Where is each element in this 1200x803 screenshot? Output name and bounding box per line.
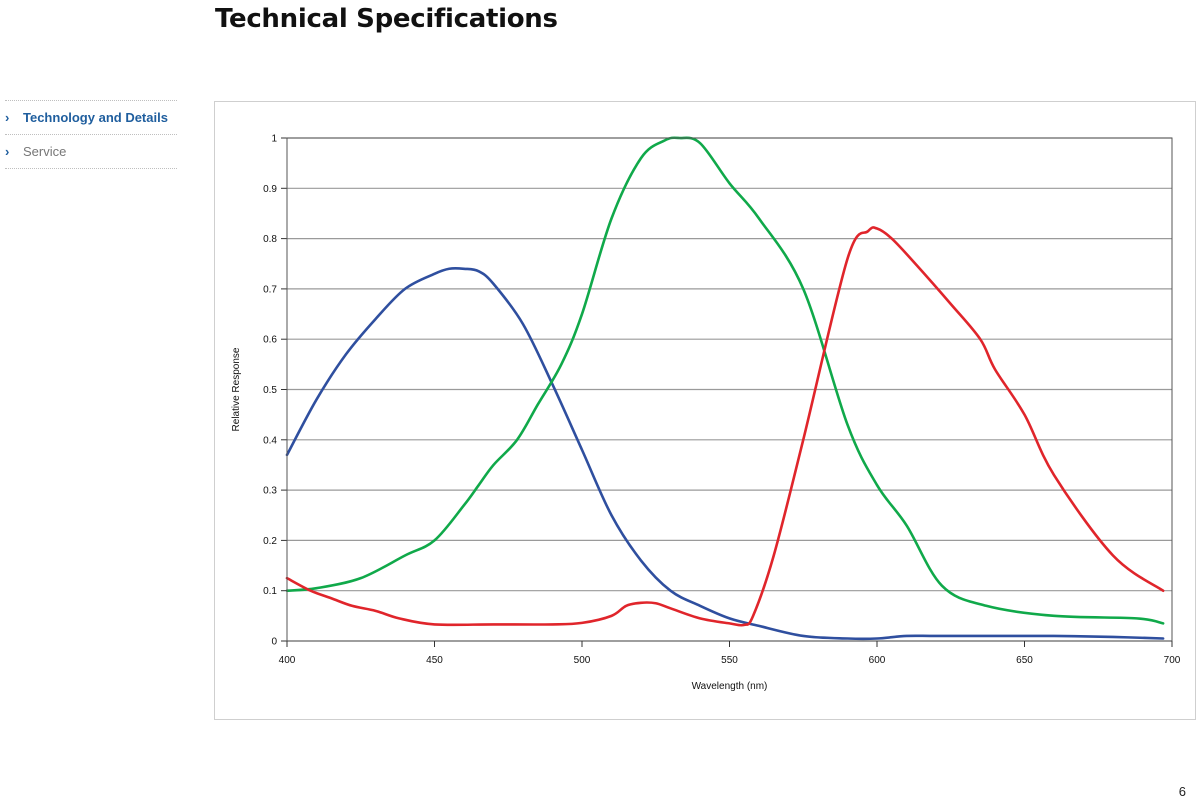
spectral-response-chart: 0 0.1 0.2 0.3 0.4 0.5 0.6 0.7 0.8 0.9 1 400 450 500 55… — [231, 134, 1181, 693]
x-tick-label: 700 — [1164, 655, 1181, 666]
y-tick-label: 0.8 — [263, 234, 277, 245]
sidebar-item-technology-and-details[interactable]: › Technology and Details — [5, 101, 177, 135]
sidebar-nav: › Technology and Details › Service — [5, 100, 177, 169]
x-tick-label: 450 — [426, 655, 443, 666]
x-tick-label: 400 — [279, 655, 296, 666]
sidebar-item-service[interactable]: › Service — [5, 135, 177, 169]
sidebar-item-label: Technology and Details — [23, 110, 168, 125]
y-tick-label: 0.7 — [263, 284, 277, 295]
y-tick-label: 0.5 — [263, 385, 277, 396]
x-tick-label: 650 — [1016, 655, 1033, 666]
x-tick-label: 500 — [574, 655, 591, 666]
chevron-right-icon: › — [5, 144, 10, 159]
page-number: 6 — [1178, 784, 1186, 799]
chevron-right-icon: › — [5, 110, 10, 125]
series-layer — [285, 136, 1165, 641]
y-axis-title: Relative Response — [231, 347, 242, 431]
y-tick-label: 0.2 — [263, 536, 277, 547]
y-tick-label: 0.9 — [263, 184, 277, 195]
page-title: Technical Specifications — [215, 4, 558, 34]
y-tick-label: 0.3 — [263, 486, 277, 497]
y-tick-label: 0.1 — [263, 586, 277, 597]
y-tick-label: 0.6 — [263, 335, 277, 346]
y-tick-label: 0 — [271, 637, 277, 648]
sidebar-item-label: Service — [23, 144, 67, 159]
chart-frame: 0 0.1 0.2 0.3 0.4 0.5 0.6 0.7 0.8 0.9 1 400 450 500 55… — [214, 101, 1196, 720]
y-tick-label: 0.4 — [263, 435, 277, 446]
series-line-2 — [285, 136, 1165, 625]
x-axis-title: Wavelength (nm) — [692, 681, 768, 692]
series-line-3 — [285, 226, 1165, 627]
series-line-1 — [285, 267, 1165, 641]
x-tick-label: 600 — [869, 655, 886, 666]
y-tick-label: 1 — [271, 134, 277, 145]
x-tick-label: 550 — [721, 655, 738, 666]
axis-layer: 0 0.1 0.2 0.3 0.4 0.5 0.6 0.7 0.8 0.9 1 400 450 500 55… — [263, 134, 1181, 667]
grid-layer — [287, 137, 1172, 642]
